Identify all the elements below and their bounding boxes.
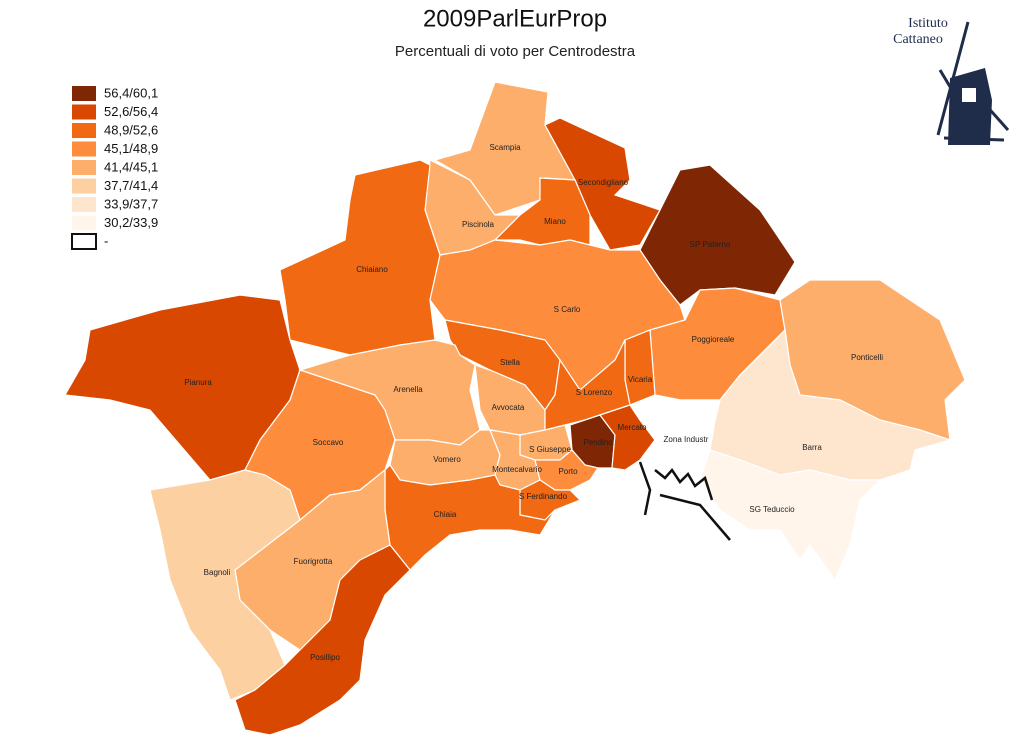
legend-label: 52,6/56,4 [104,104,158,119]
district-label: Scampia [489,143,521,152]
legend-label: 37,7/41,4 [104,178,158,193]
district-label: Soccavo [313,438,344,447]
legend-swatch [72,160,96,175]
district-label: Pianura [184,378,212,387]
district-label: S Giuseppe [529,445,571,454]
district-label: Secondigliano [578,178,629,187]
legend-swatch [71,233,97,250]
district[interactable] [149,469,301,701]
district-label: Porto [558,467,578,476]
district-label: Vicaria [628,375,653,384]
district-label: Bagnoli [204,568,231,577]
district-label: Chiaia [434,510,457,519]
district-label: Pendino [583,438,613,447]
district-label: Zona Industr [664,435,709,444]
district-label: Stella [500,358,521,367]
district-label: Poggioreale [692,335,735,344]
district-label: Vomero [433,455,461,464]
legend-label: - [104,233,108,248]
legend-label: 45,1/48,9 [104,141,158,156]
district-label: Piscinola [462,220,495,229]
district-label: Montecalvario [492,465,542,474]
district-label: Avvocata [492,403,525,412]
district-label: SP Paterno [690,240,731,249]
district-label: Fuorigrotta [294,557,333,566]
legend-swatch [72,141,96,157]
legend-swatch [72,197,96,212]
district-label: Ponticelli [851,353,883,362]
logo-text: Istituto [908,16,948,31]
logo-mill [948,68,992,145]
district-label: SG Teduccio [749,505,795,514]
legend-swatch [72,178,96,194]
district-label: S Lorenzo [576,388,613,397]
logo-text: Cattaneo [893,32,943,47]
legend-label: 30,2/33,9 [104,215,158,230]
legend-label: 41,4/45,1 [104,159,158,174]
legend-label: 56,4/60,1 [104,85,158,100]
map-subtitle: Percentuali di voto per Centrodestra [395,43,636,60]
district[interactable] [234,544,411,736]
district-label: Posillipo [310,653,340,662]
district-label: S Ferdinando [519,492,568,501]
district-label: Barra [802,443,822,452]
logo-window [962,88,976,102]
legend-swatch [72,104,96,120]
district[interactable] [384,464,556,571]
legend-label: 48,9/52,6 [104,122,158,137]
district-label: Chiaiano [356,265,388,274]
district[interactable] [279,159,441,356]
logo-sails [936,21,1010,142]
district[interactable] [624,329,656,406]
district[interactable] [629,394,721,481]
legend-swatch [72,215,96,231]
district-label: S Carlo [554,305,581,314]
legend-swatch [72,86,96,101]
map-title: 2009ParlEurProp [423,5,607,32]
district-label: Mercato [618,423,647,432]
district-label: Miano [544,217,566,226]
district-label: Arenella [393,385,423,394]
legend-label: 33,9/37,7 [104,196,158,211]
port-piers [638,461,731,541]
district[interactable] [699,449,882,582]
legend-swatch [72,123,96,138]
logo: Istituto Cattaneo [893,16,1010,145]
